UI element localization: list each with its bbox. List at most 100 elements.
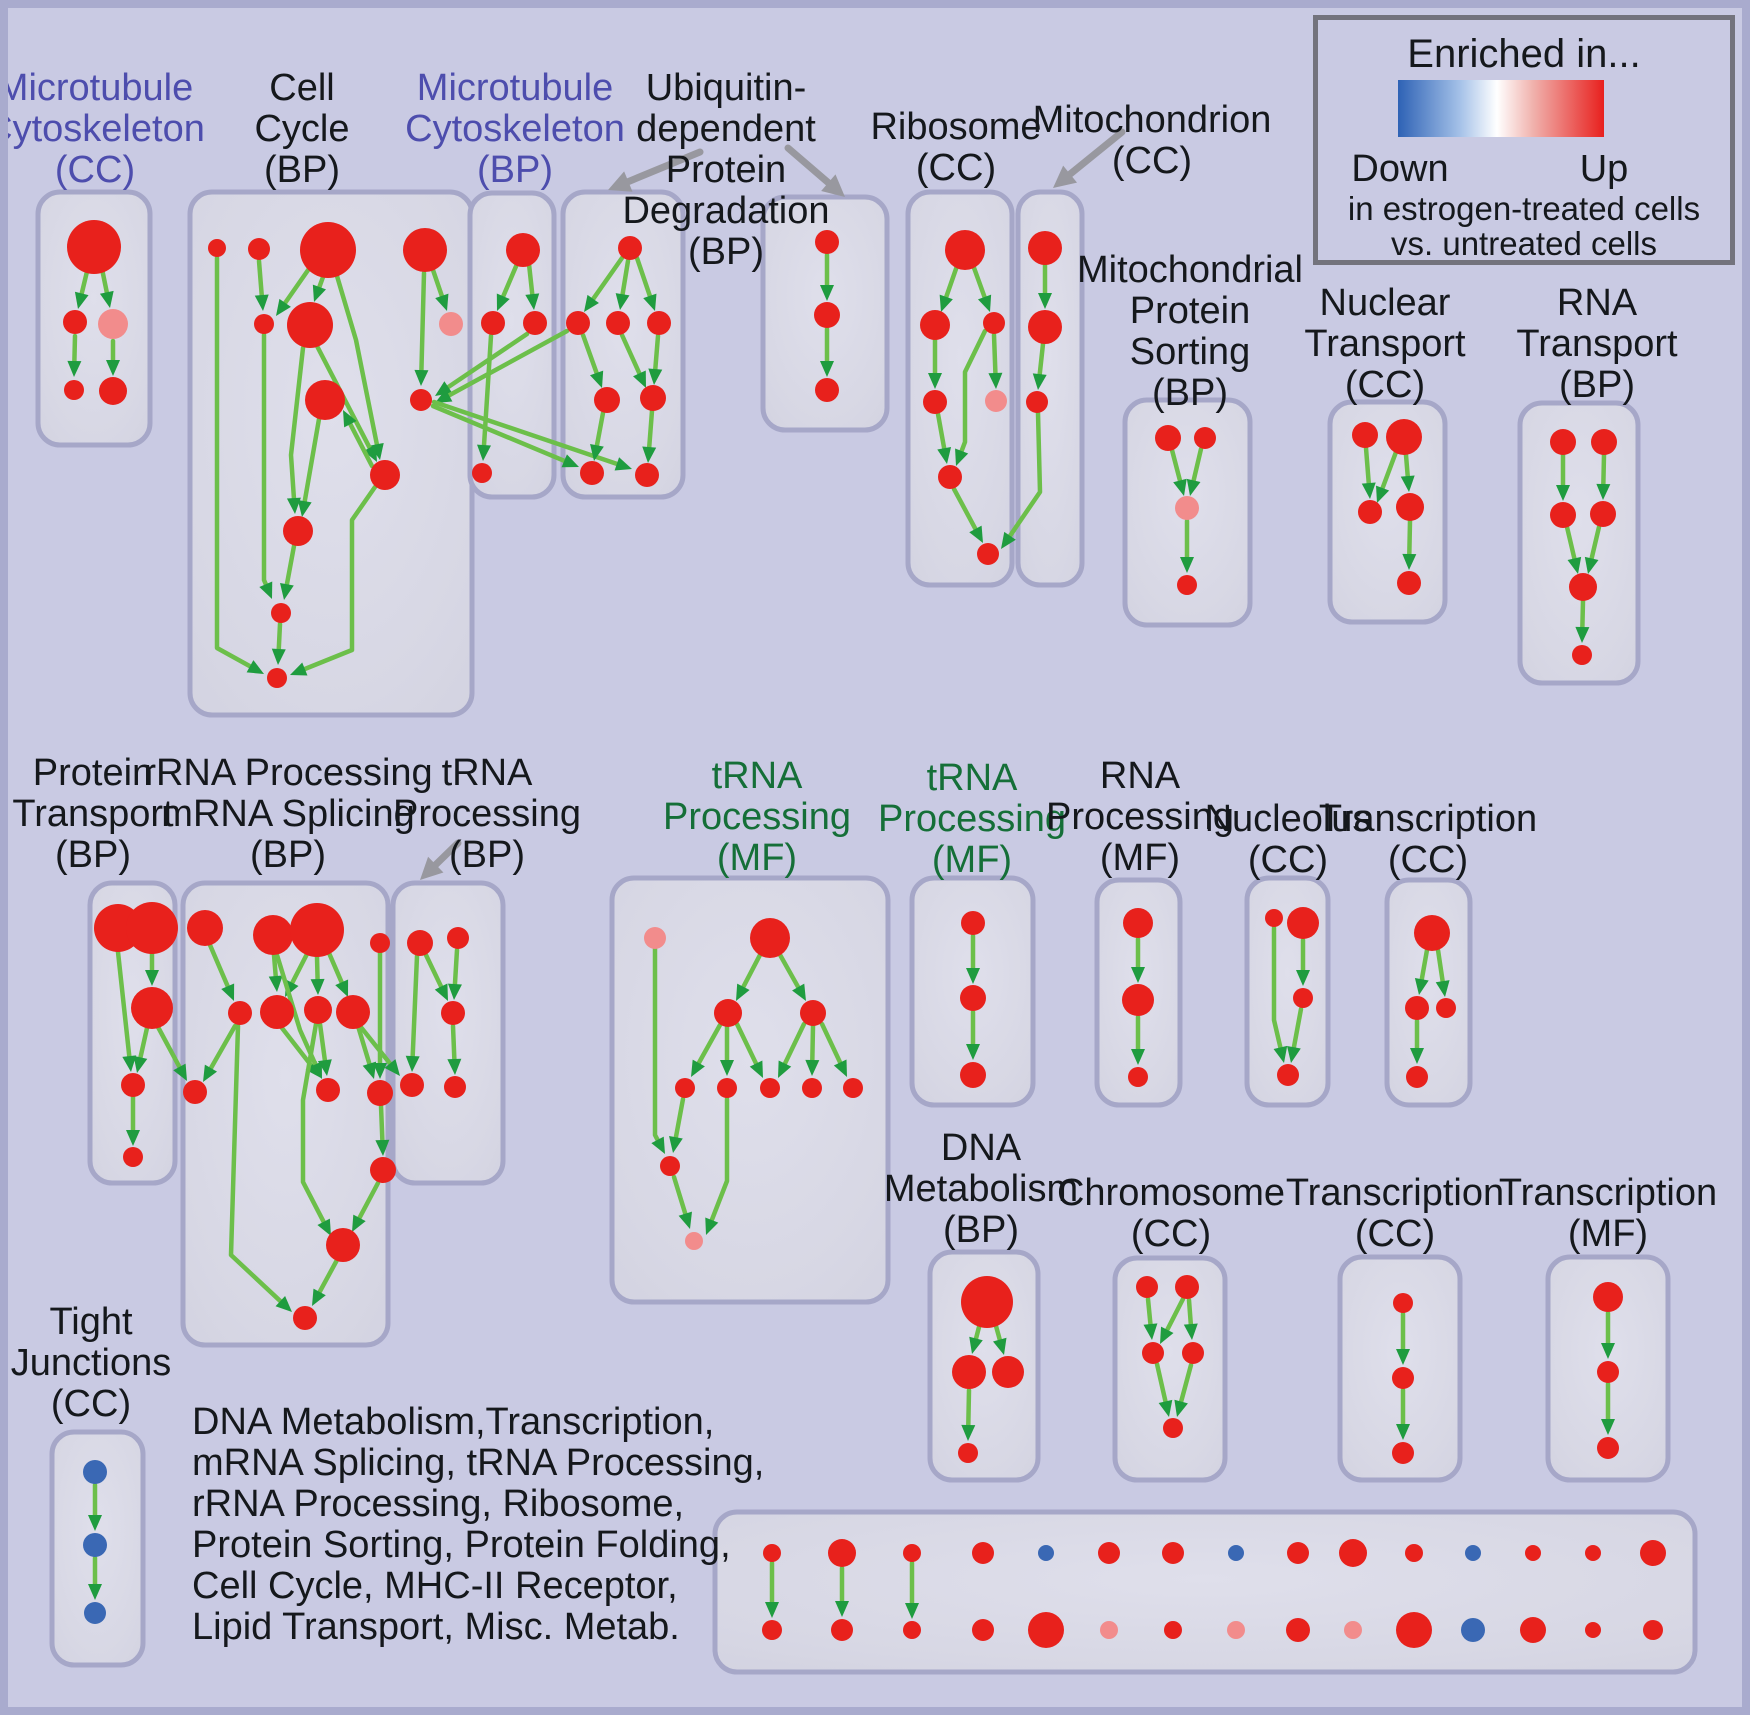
go-term-node-red (1128, 1067, 1148, 1087)
go-term-node-red (481, 311, 505, 335)
edge-arrow (106, 338, 120, 376)
go-term-node-red (903, 1544, 921, 1562)
edge-arrow (310, 954, 325, 995)
go-term-node-red (961, 911, 985, 935)
edge-arrow (835, 1565, 849, 1617)
go-term-node-red (1177, 575, 1197, 595)
pointer-layer (420, 128, 1126, 880)
go-term-node-red (1414, 915, 1450, 951)
go-term-node-red (1591, 429, 1617, 455)
go-term-node-red (290, 903, 344, 957)
go-term-node-red (815, 378, 839, 402)
go-term-node-red (814, 302, 840, 328)
go-term-node-red (1265, 909, 1283, 927)
go-term-node-red (1277, 1064, 1299, 1086)
go-term-node-red (660, 1156, 680, 1176)
go-term-node-red (1163, 1418, 1183, 1438)
go-term-node-red (1436, 998, 1456, 1018)
edge-arrow (312, 274, 327, 302)
go-term-node-red (248, 238, 270, 260)
edge-arrow (590, 410, 606, 461)
edge-arrow (992, 1323, 1007, 1355)
edge-arrow (951, 486, 983, 543)
go-term-node-red (750, 918, 790, 958)
cluster-nodes-nuclear-transport (1352, 419, 1424, 595)
go-term-node-red (287, 302, 333, 348)
edge-arrow (776, 950, 806, 1001)
go-term-node-pink (1344, 1621, 1362, 1639)
label-dna-metabolism: DNA Metabolism (BP) (883, 1127, 1079, 1251)
go-term-node-red (1643, 1620, 1663, 1640)
go-term-node-red (1525, 1545, 1541, 1561)
go-term-node-red (271, 603, 291, 623)
go-term-node-red (187, 910, 223, 946)
cluster-nodes-transcription-cc-1 (1405, 915, 1456, 1088)
label-rna-transport: RNA Transport (BP) (1516, 282, 1678, 406)
go-term-node-red (717, 1078, 737, 1098)
edge-arrow (584, 255, 625, 312)
go-term-node-red (763, 1544, 781, 1562)
edge-arrow (970, 262, 992, 312)
go-term-node-pink (1100, 1621, 1118, 1639)
go-term-node-red (831, 1619, 853, 1641)
go-term-node-pink (98, 309, 128, 339)
edge-arrow (355, 1023, 377, 1079)
label-pointer-arrow-ubiquitin-to-right-cluster (784, 144, 845, 197)
go-term-node-red (594, 387, 620, 413)
go-term-node-red (1352, 422, 1378, 448)
edge-arrow (88, 1482, 102, 1531)
edge-arrow (1575, 598, 1590, 643)
go-term-node-red (1520, 1617, 1546, 1643)
go-term-node-red (958, 1443, 978, 1463)
edge-arrow (431, 399, 632, 471)
edge-arrow (259, 332, 273, 599)
cluster-box-trna-bp (390, 880, 506, 1186)
go-term-node-red (1572, 645, 1592, 665)
go-term-node-red (1585, 1622, 1601, 1638)
edge-arrow (435, 328, 570, 403)
go-term-node-red (1028, 231, 1062, 265)
label-trna-bp: tRNA Processing (BP) (393, 752, 581, 876)
edge-arrow (634, 255, 657, 311)
edge-arrow (966, 933, 980, 984)
cluster-box-rna-transport (1517, 400, 1641, 686)
go-term-node-blue (83, 1533, 107, 1557)
edge-arrow (312, 1257, 340, 1306)
cluster-nodes-tight-junctions (83, 1460, 107, 1624)
edge-arrow (343, 410, 375, 469)
go-term-node-red (972, 1542, 994, 1564)
go-term-node-red (304, 996, 332, 1024)
label-nucleolus: Nucleolus (CC) (1204, 798, 1372, 881)
go-term-node-red (923, 390, 947, 414)
cluster-box-transcription-cc-1 (1384, 877, 1473, 1108)
go-term-node-pink (685, 1232, 703, 1250)
edge-arrow (805, 1023, 820, 1076)
label-ubiquitin-degradation: Ubiquitin- dependent Protein Degradation… (622, 67, 830, 273)
cluster-box-ribosome (905, 189, 1015, 588)
go-term-node-red (903, 1621, 921, 1639)
go-term-node-blue (84, 1602, 106, 1624)
edge-arrow (300, 1021, 331, 1236)
go-term-node-red (1293, 988, 1313, 1008)
edge-arrow (214, 255, 264, 674)
edge-arrow (1414, 947, 1430, 995)
go-term-node-red (1597, 1361, 1619, 1383)
edge-arrow (1183, 1297, 1198, 1340)
edge-arrow (496, 261, 520, 311)
cluster-nodes-mitochondrion (1026, 231, 1062, 413)
go-term-node-red (99, 377, 127, 405)
label-tight-junctions: Tight Junctions (CC) (10, 1301, 172, 1425)
cluster-nodes-cell-cycle (208, 222, 463, 688)
go-term-node-red (1286, 1618, 1310, 1642)
go-term-node-red (1396, 1612, 1432, 1648)
go-term-node-red (972, 1619, 994, 1641)
go-term-node-pink (985, 390, 1007, 412)
go-term-node-red (815, 230, 839, 254)
edge-arrow (430, 403, 579, 468)
go-term-node-red (228, 1001, 252, 1025)
edge-arrow (619, 332, 646, 388)
go-term-node-red (260, 995, 294, 1029)
go-term-node-red (983, 312, 1005, 334)
go-term-node-red (1358, 500, 1382, 524)
